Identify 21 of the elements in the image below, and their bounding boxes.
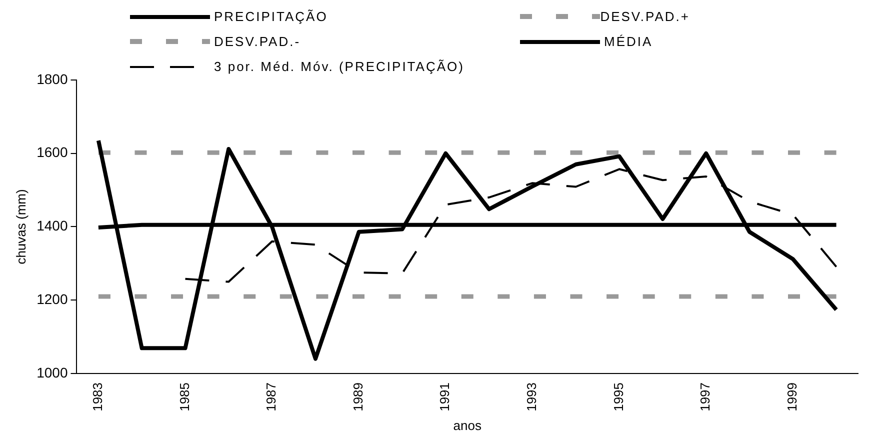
x-tick-label: 1989 — [350, 382, 366, 412]
y-tick-label: 1600 — [36, 144, 68, 160]
y-tick-label: 1800 — [36, 70, 68, 87]
x-tick-label: 1995 — [610, 382, 626, 412]
legend-label: 3 por. Méd. Móv. (PRECIPITAÇÃO) — [214, 59, 464, 74]
x-tick-label: 1983 — [90, 382, 106, 412]
y-tick-label: 1000 — [36, 364, 68, 380]
x-tick-label: 1993 — [524, 382, 540, 412]
legend-label: PRECIPITAÇÃO — [214, 9, 328, 24]
x-axis-title: anos — [453, 418, 482, 433]
x-tick-label: 1991 — [437, 382, 452, 412]
x-tick-label: 1999 — [784, 382, 800, 412]
legend-label: DESV.PAD.+ — [600, 9, 690, 24]
legend-label: DESV.PAD.- — [214, 34, 301, 49]
x-tick-label: 1987 — [264, 382, 279, 412]
x-tick-label: 1985 — [176, 382, 192, 412]
y-axis-title: chuvas (mm) — [13, 189, 28, 264]
y-tick-label: 1200 — [36, 290, 68, 307]
y-tick-label: 1400 — [36, 218, 68, 234]
x-tick-label: 1997 — [698, 382, 713, 412]
legend-label: MÉDIA — [604, 34, 653, 49]
